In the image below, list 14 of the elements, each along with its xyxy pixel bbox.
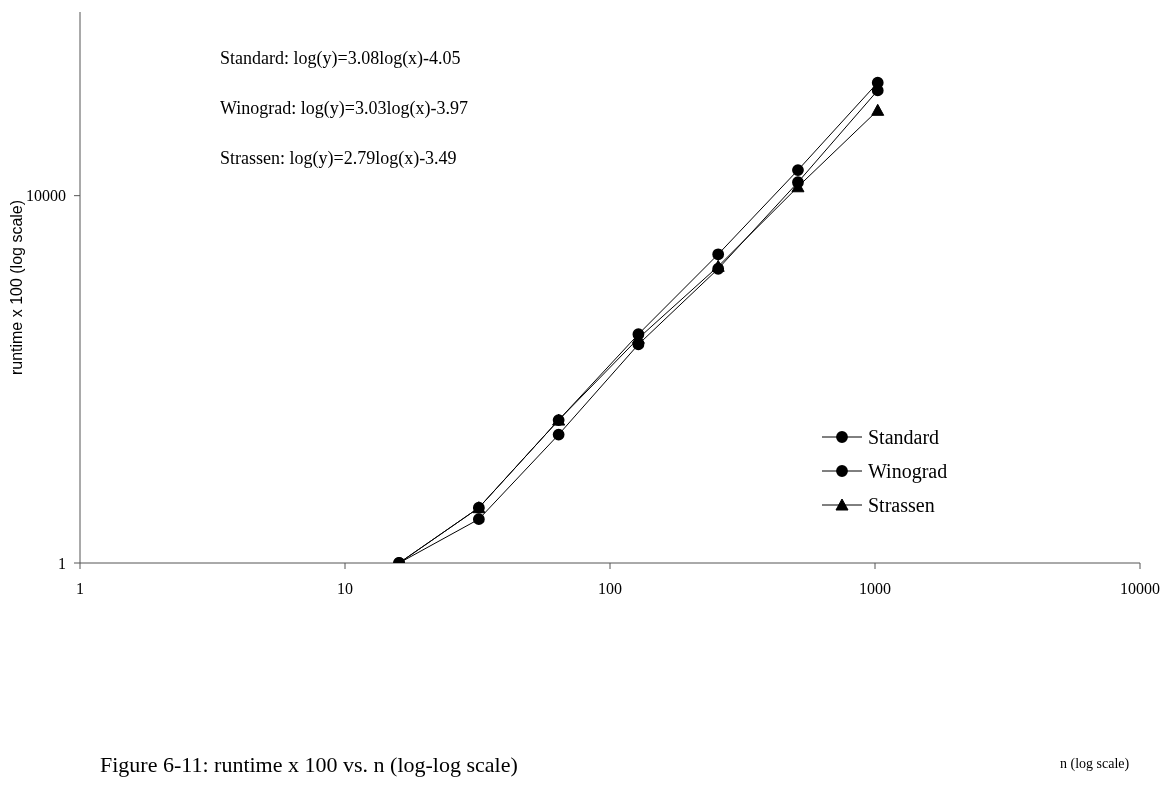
y-axis-title: runtime x 100 (log scale)	[7, 199, 25, 376]
annotation: Winograd: log(y)=3.03log(x)-3.97	[220, 98, 468, 119]
legend-label: Winograd	[868, 459, 948, 483]
x-tick-label: 1	[76, 580, 84, 598]
annotation: Standard: log(y)=3.08log(x)-4.05	[220, 48, 461, 69]
x-tick-label: 10000	[1120, 580, 1160, 598]
annotation: Strassen: log(y)=2.79log(x)-3.49	[220, 148, 457, 169]
x-tick-label: 1000	[859, 580, 891, 598]
legend-label: Strassen	[868, 493, 935, 517]
caption: Figure 6-11: runtime x 100 vs. n (log-log scale)	[100, 752, 518, 778]
x-tick-label: 10	[337, 580, 353, 598]
legend-label: Standard	[868, 425, 940, 449]
text: n (log scale)	[1060, 756, 1130, 772]
x-tick-label: 100	[598, 580, 622, 598]
